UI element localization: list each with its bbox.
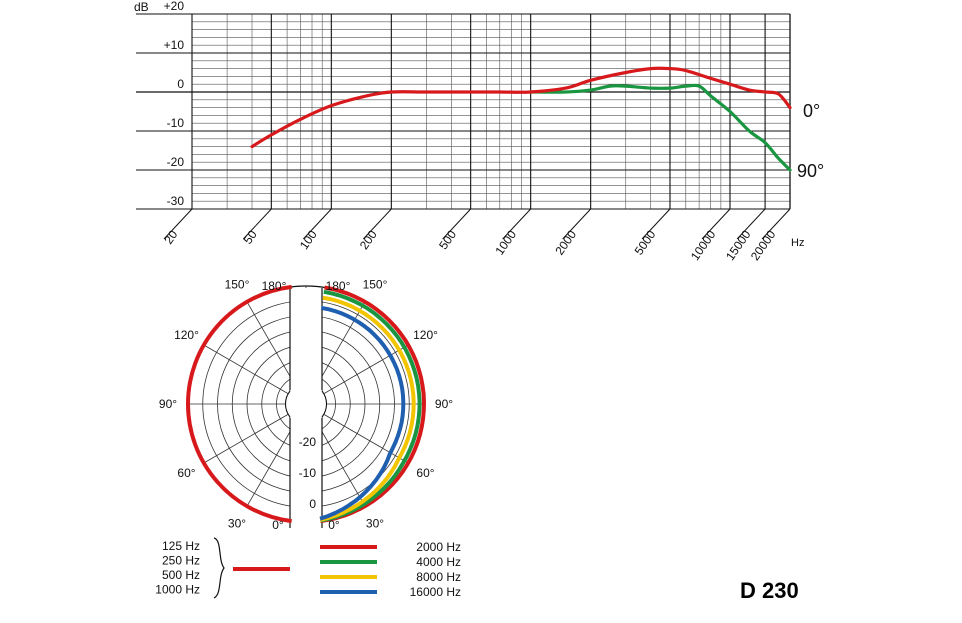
series-label-0deg: 0° bbox=[803, 101, 820, 121]
series-line-90deg bbox=[529, 83, 792, 172]
x-tick-leader bbox=[562, 208, 592, 240]
legend-label: 16000 Hz bbox=[410, 585, 461, 599]
y-tick-label: +20 bbox=[164, 0, 185, 13]
polar-curve-right bbox=[319, 295, 416, 522]
x-tick-leader bbox=[163, 208, 193, 240]
x-tick-leader bbox=[761, 208, 791, 240]
x-tick-leader bbox=[736, 208, 766, 240]
x-tick-leader bbox=[442, 208, 472, 240]
model-name: D 230 bbox=[740, 578, 799, 603]
y-tick-label: -10 bbox=[167, 116, 185, 130]
polar-radial-tick: 0 bbox=[309, 497, 316, 511]
legend-label: 4000 Hz bbox=[416, 555, 461, 569]
x-tick-leader bbox=[302, 208, 332, 240]
polar-angle-label: 120° bbox=[413, 328, 438, 342]
polar-series-curves bbox=[186, 284, 426, 524]
y-tick-label: 0 bbox=[177, 77, 184, 91]
polar-pattern-chart: 180° 150° 120° 90° 60° 30° 0° 180° 150° 120° 90° 60… bbox=[159, 277, 453, 532]
legend-left-frequency: 1000 Hz bbox=[155, 583, 200, 597]
y-tick-label: -30 bbox=[167, 194, 185, 208]
legend-left-frequency: 250 Hz bbox=[162, 554, 200, 568]
polar-radial-tick-labels: -20 -10 0 bbox=[299, 435, 317, 511]
legend-label: 8000 Hz bbox=[416, 570, 461, 584]
polar-angle-label: 90° bbox=[159, 397, 177, 411]
frequency-y-axis-labels: +20 +10 0 -10 -20 -30 dB bbox=[134, 0, 184, 208]
polar-angle-label: 180° bbox=[262, 279, 287, 293]
legend-left-frequency: 500 Hz bbox=[162, 568, 200, 582]
y-tick-label: +10 bbox=[164, 38, 185, 52]
x-tick-leader bbox=[641, 208, 671, 240]
polar-angle-label: 180° bbox=[326, 279, 351, 293]
polar-radial-tick: -10 bbox=[299, 466, 317, 480]
polar-angle-labels: 180° 150° 120° 90° 60° 30° 0° 180° 150° 120° 90° 60… bbox=[159, 277, 453, 532]
x-tick-leader bbox=[502, 208, 532, 240]
polar-angle-label: 0° bbox=[328, 518, 340, 532]
polar-curve-right bbox=[319, 289, 422, 523]
polar-angle-label: 90° bbox=[435, 397, 453, 411]
legend-brace-icon bbox=[213, 537, 225, 599]
polar-hole-edge-right bbox=[321, 390, 328, 418]
frequency-series-lines bbox=[250, 66, 792, 172]
polar-angle-label: 30° bbox=[228, 517, 246, 531]
x-axis-unit: Hz bbox=[791, 237, 804, 249]
polar-hole-edge-left bbox=[284, 390, 291, 418]
polar-angle-label: 30° bbox=[366, 517, 384, 531]
legend-left-frequency: 125 Hz bbox=[162, 539, 200, 553]
x-tick-leader bbox=[242, 208, 272, 240]
polar-angle-label: 0° bbox=[272, 518, 284, 532]
polar-angle-label: 120° bbox=[174, 328, 199, 342]
polar-angle-label: 60° bbox=[416, 466, 434, 480]
series-line-0deg bbox=[250, 66, 792, 149]
y-tick-label: -20 bbox=[167, 155, 185, 169]
x-tick-leader bbox=[362, 208, 392, 240]
legend-label: 2000 Hz bbox=[416, 540, 461, 554]
polar-radial-tick: -20 bbox=[299, 435, 317, 449]
polar-curve-right bbox=[320, 285, 426, 524]
y-axis-unit: dB bbox=[134, 0, 149, 14]
x-tick-leader bbox=[701, 208, 731, 240]
polar-curve-left bbox=[186, 284, 292, 524]
polar-angle-label: 60° bbox=[177, 466, 195, 480]
polar-curve-right bbox=[319, 305, 406, 521]
frequency-series-labels: 0° 90° bbox=[797, 101, 824, 181]
polar-angle-label: 150° bbox=[363, 277, 388, 291]
polar-angle-label: 150° bbox=[225, 277, 250, 291]
polar-center-hole bbox=[285, 383, 327, 425]
series-label-90deg: 90° bbox=[797, 161, 824, 181]
